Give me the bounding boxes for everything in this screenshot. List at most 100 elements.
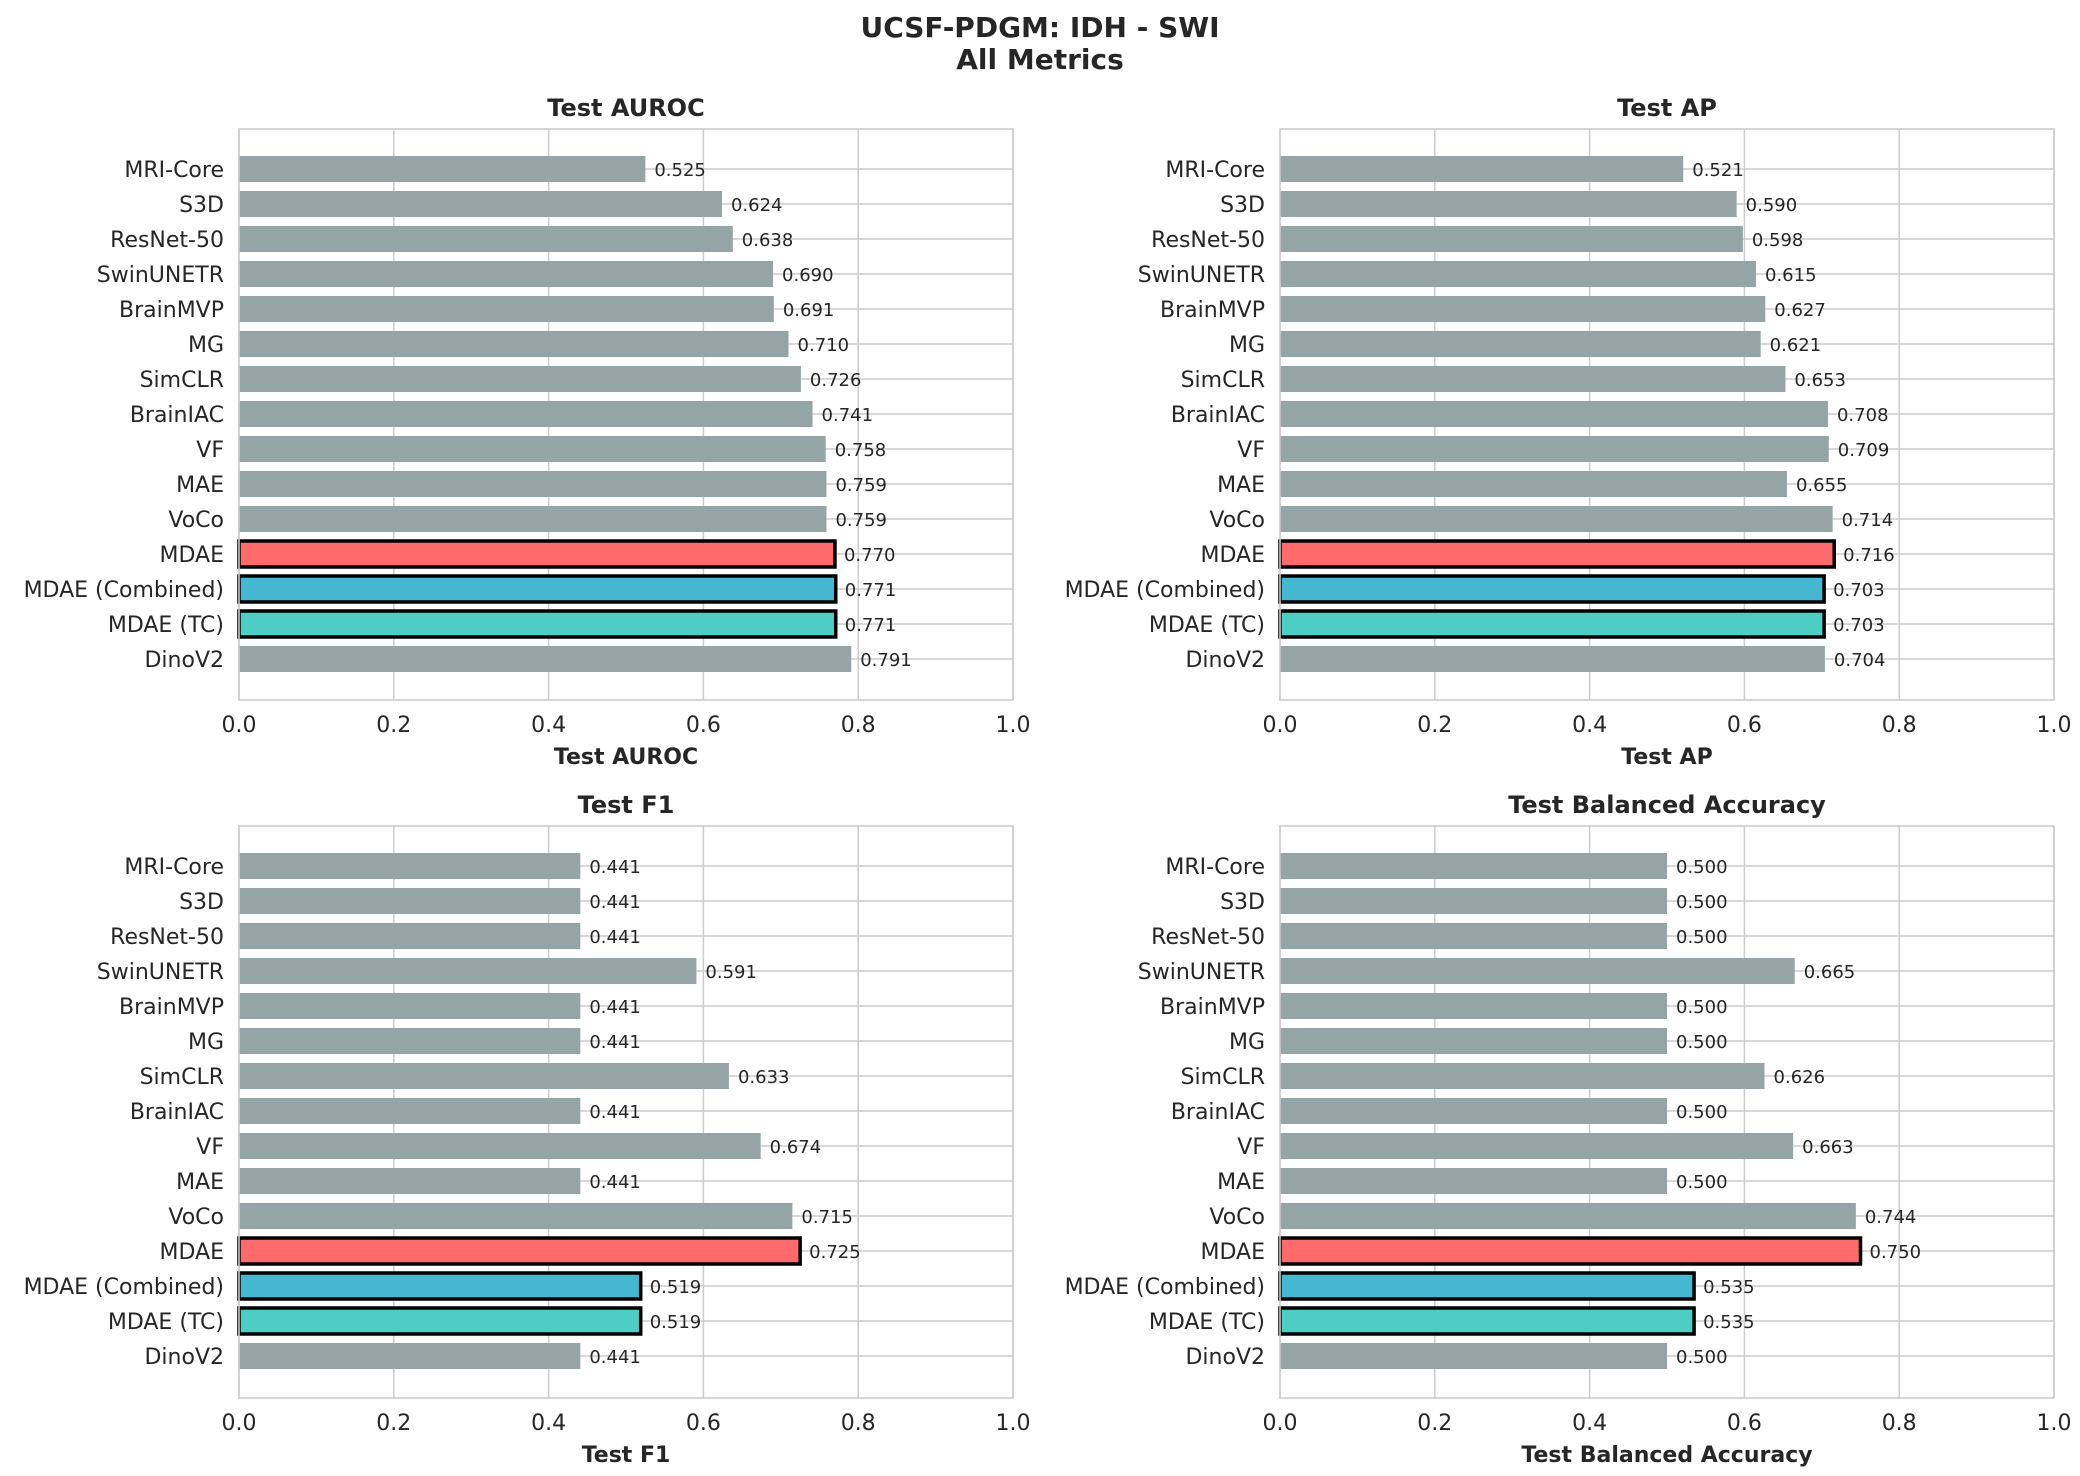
value-label: 0.744	[1865, 1207, 1917, 1228]
x-tick-label: 1.0	[996, 1411, 1031, 1436]
value-label: 0.500	[1676, 927, 1728, 948]
panel-title: Test Balanced Accuracy	[1508, 791, 1826, 819]
bar-mae	[239, 471, 827, 497]
value-label: 0.633	[738, 1067, 790, 1088]
x-axis-label: Test AP	[1621, 745, 1712, 770]
y-tick-label: BrainMVP	[1160, 298, 1265, 323]
plot-frame	[1279, 128, 2055, 701]
value-label: 0.759	[835, 510, 887, 531]
x-tick-label: 0.2	[376, 1411, 411, 1436]
value-label: 0.500	[1676, 1102, 1728, 1123]
x-tick-label: 0.6	[686, 713, 721, 738]
y-tick-label: BrainIAC	[130, 1100, 224, 1125]
bar-s3d	[239, 191, 722, 217]
bar-mae	[239, 1168, 581, 1194]
x-tick-label: 0.2	[376, 713, 411, 738]
value-label: 0.716	[1843, 545, 1895, 566]
y-tick-label: MRI-Core	[1165, 158, 1265, 183]
y-tick-label: BrainMVP	[119, 298, 224, 323]
value-label: 0.741	[822, 405, 874, 426]
bar-brainiac	[239, 1098, 581, 1124]
y-tick-label: BrainIAC	[1171, 403, 1265, 428]
y-tick-label: MG	[188, 333, 224, 358]
x-tick-label: 0.8	[1882, 713, 1917, 738]
value-label: 0.519	[650, 1312, 702, 1333]
value-label: 0.791	[860, 650, 912, 671]
bar-brainiac	[239, 401, 813, 427]
bars: 0.525 0.624 0.638 0.690 0.691 0.710 0.726 0.741…	[237, 156, 912, 672]
value-label: 0.653	[1794, 370, 1846, 391]
x-tick-label: 0.8	[841, 1411, 876, 1436]
value-label: 0.500	[1676, 997, 1728, 1018]
y-tick-label: MAE	[1217, 473, 1265, 498]
value-label: 0.521	[1692, 160, 1744, 181]
value-label: 0.655	[1796, 475, 1848, 496]
value-label: 0.626	[1774, 1067, 1826, 1088]
bar-voco	[239, 1203, 793, 1229]
value-label: 0.663	[1802, 1137, 1854, 1158]
y-tick-label: SwinUNETR	[97, 960, 224, 985]
x-tick-label: 0.6	[1727, 1411, 1762, 1436]
bar-brainmvp	[239, 993, 581, 1019]
y-tick-label: ResNet-50	[1151, 925, 1265, 950]
bar-mdae-tc	[237, 1306, 643, 1336]
value-label: 0.703	[1833, 580, 1885, 601]
plot-frame	[238, 128, 1014, 701]
value-label: 0.441	[589, 1347, 641, 1368]
y-tick-label: DinoV2	[144, 648, 224, 673]
y-tick-label: DinoV2	[144, 1345, 224, 1370]
value-label: 0.665	[1804, 962, 1856, 983]
y-tick-label: MDAE (TC)	[1149, 1310, 1265, 1335]
y-tick-label: MRI-Core	[1165, 855, 1265, 880]
bar-vf	[1280, 436, 1829, 462]
y-tick-label: BrainIAC	[130, 403, 224, 428]
y-tick-label: VoCo	[168, 508, 224, 533]
value-label: 0.500	[1676, 1172, 1728, 1193]
bar-mdae	[237, 539, 837, 569]
y-tick-label: S3D	[179, 890, 224, 915]
value-label: 0.709	[1838, 440, 1890, 461]
bar-s3d	[1280, 888, 1667, 914]
x-tick-label: 0.0	[1263, 713, 1298, 738]
bar-mdae-combined	[1278, 1271, 1696, 1301]
bar-mdae	[1278, 539, 1836, 569]
bar-dinov2	[1280, 1343, 1667, 1369]
y-tick-label: SwinUNETR	[97, 263, 224, 288]
bar-voco	[1280, 1203, 1856, 1229]
bar-resnet-50	[1280, 226, 1743, 252]
x-tick-labels: 0.0 0.2 0.4 0.6 0.8 1.0	[1263, 1411, 2072, 1436]
panel-title: Test AP	[1617, 94, 1717, 122]
value-label: 0.703	[1833, 615, 1885, 636]
value-label: 0.627	[1774, 300, 1826, 321]
y-tick-label: DinoV2	[1185, 648, 1265, 673]
bar-vf	[239, 1133, 761, 1159]
x-tick-labels: 0.0 0.2 0.4 0.6 0.8 1.0	[222, 713, 1031, 738]
bar-vf	[1280, 1133, 1794, 1159]
y-tick-label: S3D	[179, 193, 224, 218]
value-label: 0.598	[1752, 230, 1804, 251]
x-tick-label: 0.0	[1263, 1411, 1298, 1436]
bar-brainmvp	[1280, 296, 1766, 322]
x-tick-label: 1.0	[996, 713, 1031, 738]
panel-auroc: 0.525 0.624 0.638 0.690 0.691 0.710 0.726 0.741…	[24, 94, 1031, 770]
bar-mri-core	[1280, 156, 1684, 182]
value-label: 0.725	[809, 1242, 861, 1263]
bar-mdae-combined	[1278, 574, 1826, 604]
y-tick-label: SimCLR	[1181, 1065, 1265, 1090]
y-tick-label: ResNet-50	[1151, 228, 1265, 253]
value-label: 0.441	[589, 997, 641, 1018]
y-tick-label: MAE	[176, 473, 224, 498]
y-tick-label: S3D	[1220, 890, 1265, 915]
panel-balanced-accuracy: 0.500 0.500 0.500 0.665 0.500 0.500 0.626 0.500…	[1065, 791, 2072, 1468]
panel-title: Test AUROC	[547, 94, 704, 122]
y-tick-label: MRI-Core	[124, 158, 224, 183]
value-label: 0.535	[1703, 1277, 1755, 1298]
x-tick-label: 0.4	[531, 1411, 566, 1436]
y-tick-label: MRI-Core	[124, 855, 224, 880]
y-tick-label: SimCLR	[140, 368, 224, 393]
bar-simclr	[1280, 1063, 1765, 1089]
value-label: 0.710	[798, 335, 850, 356]
bar-swinunetr	[1280, 958, 1795, 984]
